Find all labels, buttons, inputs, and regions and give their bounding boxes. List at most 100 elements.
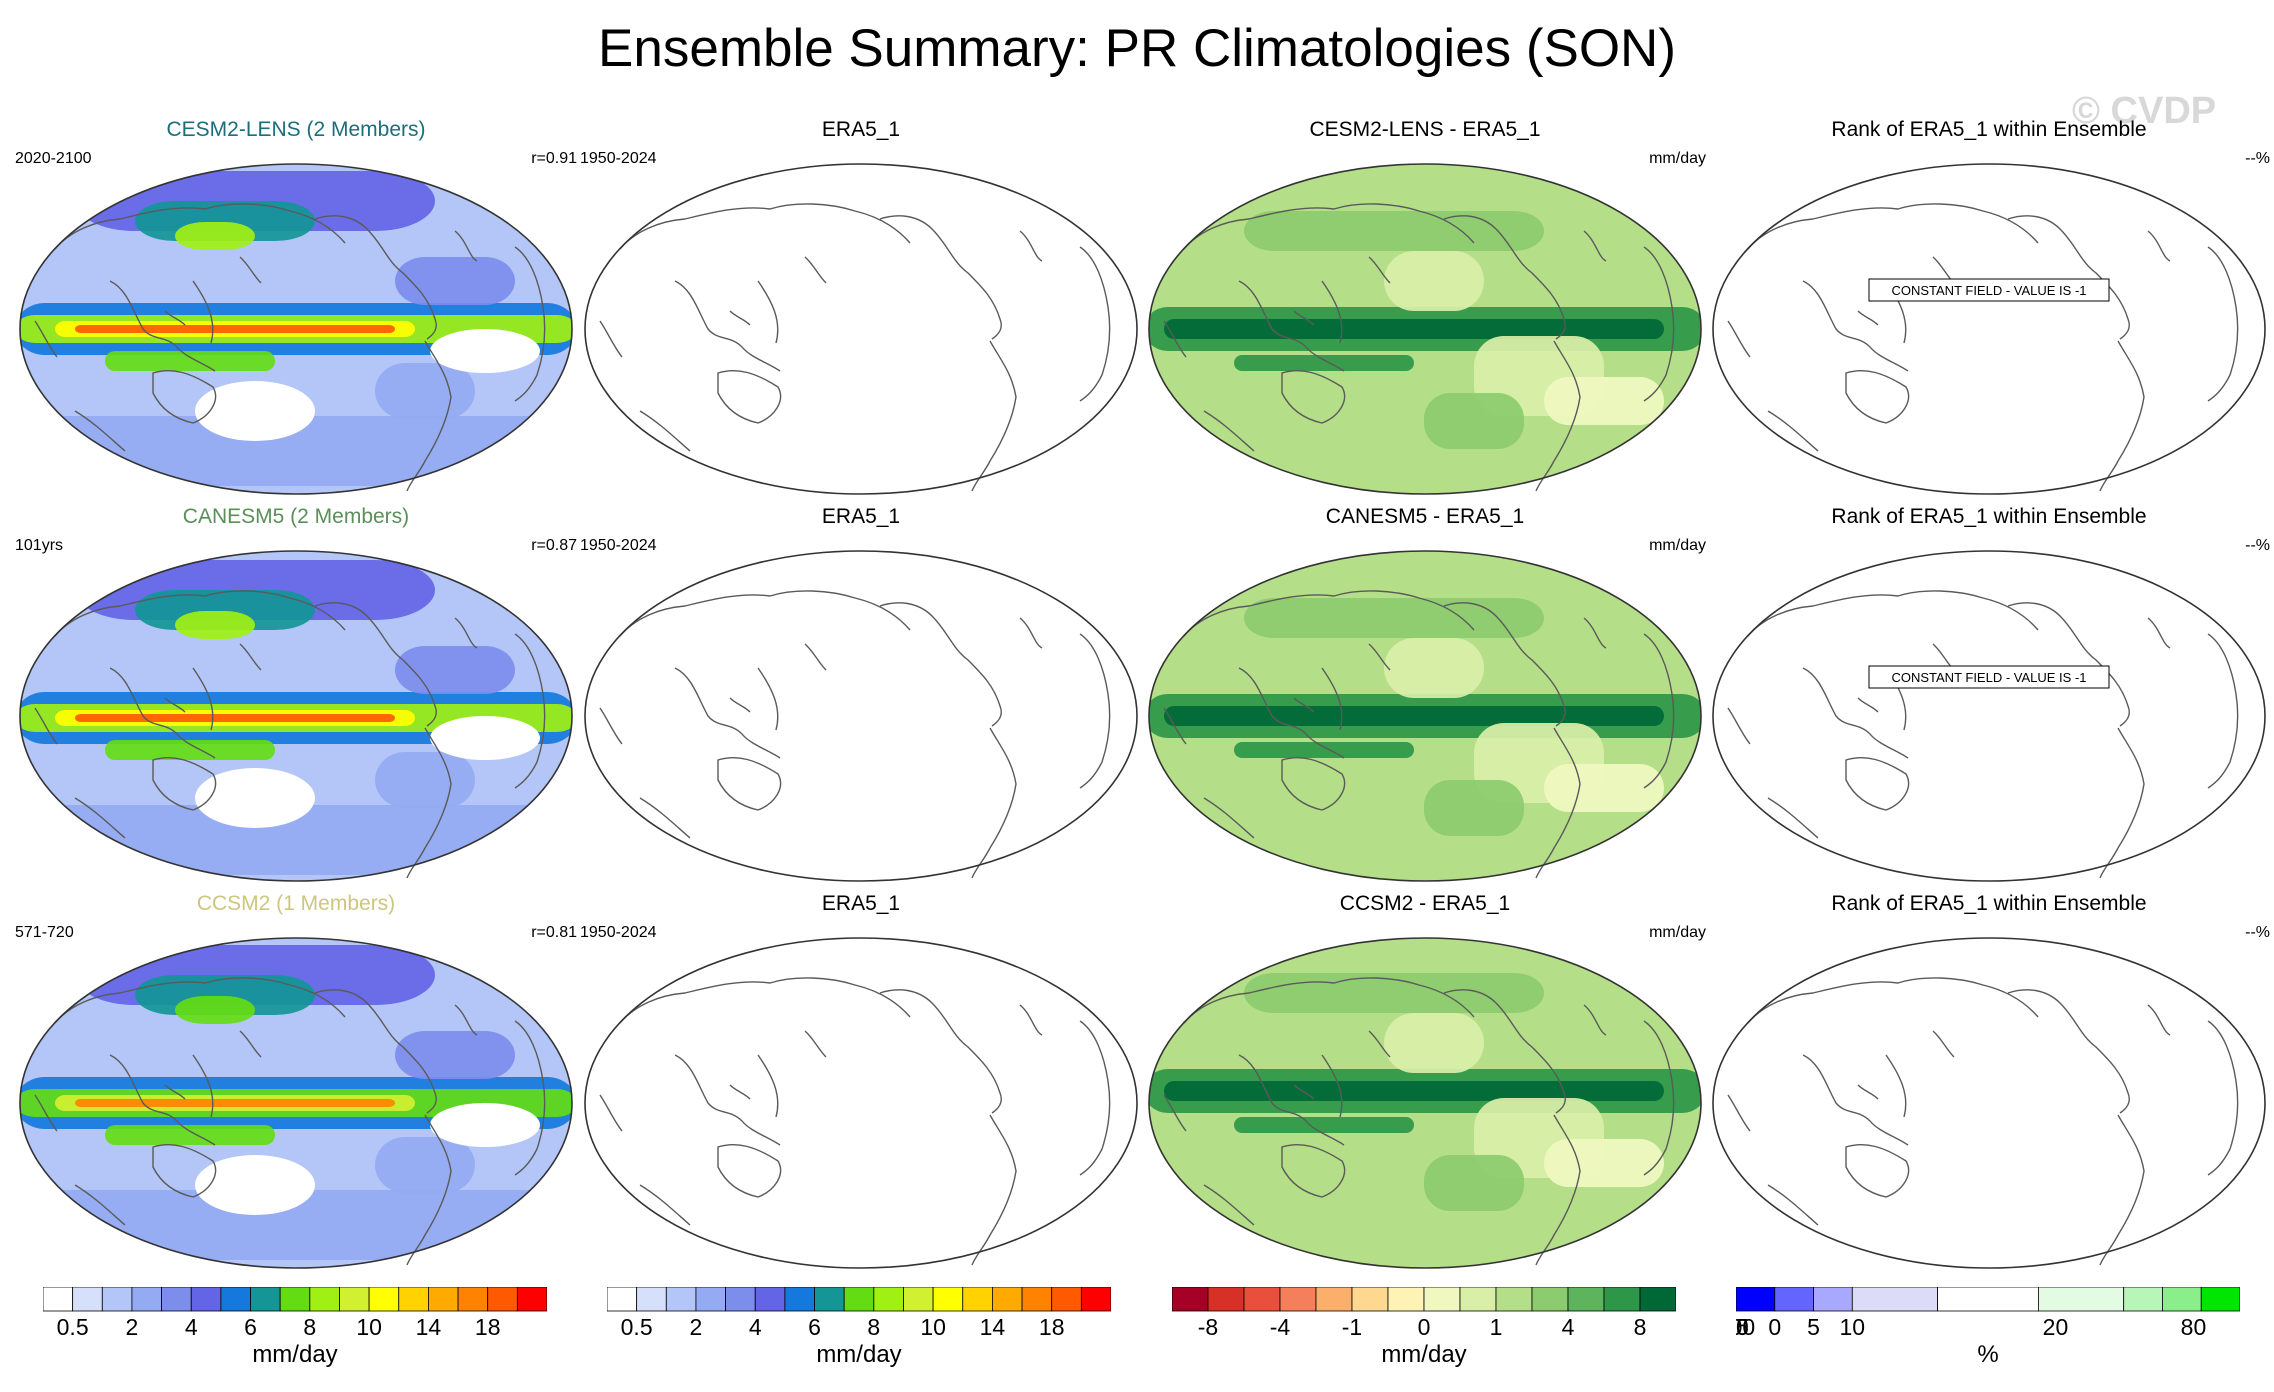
model-corr-label: r=0.87 bbox=[531, 537, 577, 554]
colorbar-swatch bbox=[636, 1287, 667, 1312]
obs-period-label: 1950-2024 bbox=[580, 150, 657, 167]
colorbar-tick-label: 18 bbox=[475, 1314, 501, 1340]
obs-map bbox=[584, 163, 1138, 495]
cvdp-watermark: © CVDP bbox=[2072, 90, 2217, 132]
rank-panel-title: Rank of ERA5_1 within Ensemble bbox=[1831, 118, 2147, 141]
diff-units-label: mm/day bbox=[1649, 537, 1706, 554]
colorbar-swatch bbox=[2200, 1287, 2240, 1312]
diff-units-label: mm/day bbox=[1649, 924, 1706, 941]
colorbar-swatch bbox=[190, 1287, 222, 1312]
colorbar-tick-label: 4 bbox=[185, 1314, 198, 1340]
rank-panel-title: Rank of ERA5_1 within Ensemble bbox=[1831, 892, 2147, 915]
colorbar-swatch bbox=[1813, 1287, 1853, 1312]
colorbar-units: % bbox=[1977, 1341, 1999, 1368]
colorbar-pr-diff: -8 -4 -1 0 1 4 8 mm/day bbox=[1172, 1287, 1676, 1368]
colorbar-swatch bbox=[1459, 1287, 1497, 1312]
colorbar-swatch bbox=[43, 1287, 74, 1312]
colorbar-tick-label: -1 bbox=[1342, 1314, 1362, 1340]
obs-map bbox=[584, 937, 1138, 1269]
colorbar-swatch bbox=[1603, 1287, 1641, 1312]
colorbar-swatch bbox=[339, 1287, 370, 1312]
model-panel-title: CANESM5 (2 Members) bbox=[182, 505, 410, 528]
diff-panel-title: CANESM5 - ERA5_1 bbox=[1325, 505, 1525, 528]
colorbar-swatch bbox=[1021, 1287, 1053, 1312]
model-map bbox=[19, 937, 573, 1269]
colorbar-tick-label: 8 bbox=[1634, 1314, 1647, 1340]
colorbar-swatch bbox=[1172, 1287, 1209, 1312]
obs-period-label: 1950-2024 bbox=[580, 924, 657, 941]
colorbar-tick-label: 4 bbox=[749, 1314, 762, 1340]
colorbar-swatch bbox=[1279, 1287, 1317, 1312]
model-map bbox=[19, 163, 573, 495]
colorbar-tick-label: 20 bbox=[2043, 1314, 2069, 1340]
colorbar-swatch bbox=[131, 1287, 162, 1312]
colorbar-swatch bbox=[932, 1287, 964, 1312]
colorbar-swatch bbox=[2037, 1287, 2125, 1312]
colorbar-swatch bbox=[1315, 1287, 1353, 1312]
constant-field-note: CONSTANT FIELD - VALUE IS -1 bbox=[1868, 665, 2110, 689]
colorbar-tick-label: 6 bbox=[808, 1314, 821, 1340]
colorbar-swatch bbox=[962, 1287, 993, 1312]
colorbar-tick-label: 90 bbox=[1736, 1314, 1749, 1340]
colorbar-tick-label: 2 bbox=[690, 1314, 703, 1340]
diff-panel-row-3: CCSM2 - ERA5_1 mm/day bbox=[1144, 892, 1706, 1272]
rank-pct-label: --% bbox=[2245, 150, 2270, 167]
colorbar-swatch bbox=[516, 1287, 547, 1312]
figure-title: Ensemble Summary: PR Climatologies (SON) bbox=[598, 19, 1676, 78]
colorbar-swatch bbox=[101, 1287, 133, 1312]
rank-pct-label: --% bbox=[2245, 924, 2270, 941]
constant-field-note: CONSTANT FIELD - VALUE IS -1 bbox=[1868, 278, 2110, 302]
colorbar-swatch bbox=[665, 1287, 697, 1312]
model-panel-title: CCSM2 (1 Members) bbox=[196, 892, 396, 915]
colorbar-tick-label: 4 bbox=[1562, 1314, 1575, 1340]
model-map bbox=[19, 550, 573, 882]
colorbar-tick-label: 10 bbox=[920, 1314, 946, 1340]
colorbar-tick-label: 0.5 bbox=[621, 1314, 653, 1340]
colorbar-tick-label: -8 bbox=[1198, 1314, 1218, 1340]
colorbar-swatch bbox=[1937, 1287, 2039, 1312]
obs-period-label: 1950-2024 bbox=[580, 537, 657, 554]
diff-panel-row-1: CESM2-LENS - ERA5_1 mm/day bbox=[1144, 118, 1706, 498]
colorbar-swatch bbox=[1774, 1287, 1814, 1312]
colorbar-swatch bbox=[72, 1287, 103, 1312]
colorbar-swatch bbox=[309, 1287, 340, 1312]
colorbar-tick-label: 2 bbox=[126, 1314, 139, 1340]
rank-panel-row-2: Rank of ERA5_1 within Ensemble --% CONSTAN… bbox=[1708, 505, 2270, 885]
model-period-label: 2020-2100 bbox=[15, 150, 92, 167]
colorbar-tick-label: 18 bbox=[1039, 1314, 1065, 1340]
colorbar-tick-label: 5 bbox=[1807, 1314, 1820, 1340]
colorbar-tick-label: 10 bbox=[356, 1314, 382, 1340]
model-panel-title: CESM2-LENS (2 Members) bbox=[166, 118, 426, 141]
colorbar-swatch bbox=[695, 1287, 726, 1312]
diff-map bbox=[1148, 163, 1702, 495]
colorbar-pr-obs: 0.5 2 4 6 8 10 14 18 mm/day bbox=[607, 1287, 1111, 1368]
colorbar-swatch bbox=[725, 1287, 756, 1312]
colorbar-tick-label: 95 bbox=[1736, 1314, 1749, 1340]
colorbar-tick-label: -4 bbox=[1270, 1314, 1291, 1340]
colorbar-tick-label: 1 bbox=[1490, 1314, 1503, 1340]
colorbar-swatch bbox=[1051, 1287, 1082, 1312]
colorbar-tick-label: 0 bbox=[1418, 1314, 1431, 1340]
colorbar-swatch bbox=[2162, 1287, 2202, 1312]
diff-panel-row-2: CANESM5 - ERA5_1 mm/day bbox=[1144, 505, 1706, 885]
colorbar-swatch bbox=[1243, 1287, 1281, 1312]
diff-panel-title: CCSM2 - ERA5_1 bbox=[1339, 892, 1511, 915]
colorbar-units: mm/day bbox=[1381, 1341, 1467, 1368]
colorbar-swatch bbox=[754, 1287, 786, 1312]
obs-panel-row-3: ERA5_1 1950-2024 bbox=[580, 892, 1142, 1272]
colorbar-tick-label: 8 bbox=[303, 1314, 316, 1340]
rank-map: CONSTANT FIELD - VALUE IS -1 bbox=[1712, 550, 2266, 882]
model-panel-row-1: CESM2-LENS (2 Members) 2020-2100 r=0.91 bbox=[15, 118, 577, 498]
colorbar-swatch bbox=[1207, 1287, 1245, 1312]
colorbar-tick-label: 80 bbox=[2181, 1314, 2207, 1340]
model-corr-label: r=0.91 bbox=[531, 150, 577, 167]
colorbar-tick-label: 14 bbox=[416, 1314, 442, 1340]
model-corr-label: r=0.81 bbox=[531, 924, 577, 941]
colorbar-swatch bbox=[250, 1287, 281, 1312]
rank-pct-label: --% bbox=[2245, 537, 2270, 554]
colorbar-swatch bbox=[1495, 1287, 1533, 1312]
model-period-label: 571-720 bbox=[15, 924, 74, 941]
model-panel-row-3: CCSM2 (1 Members) 571-720 r=0.81 bbox=[15, 892, 577, 1272]
colorbar-swatch bbox=[607, 1287, 638, 1312]
colorbar-swatch bbox=[814, 1287, 845, 1312]
